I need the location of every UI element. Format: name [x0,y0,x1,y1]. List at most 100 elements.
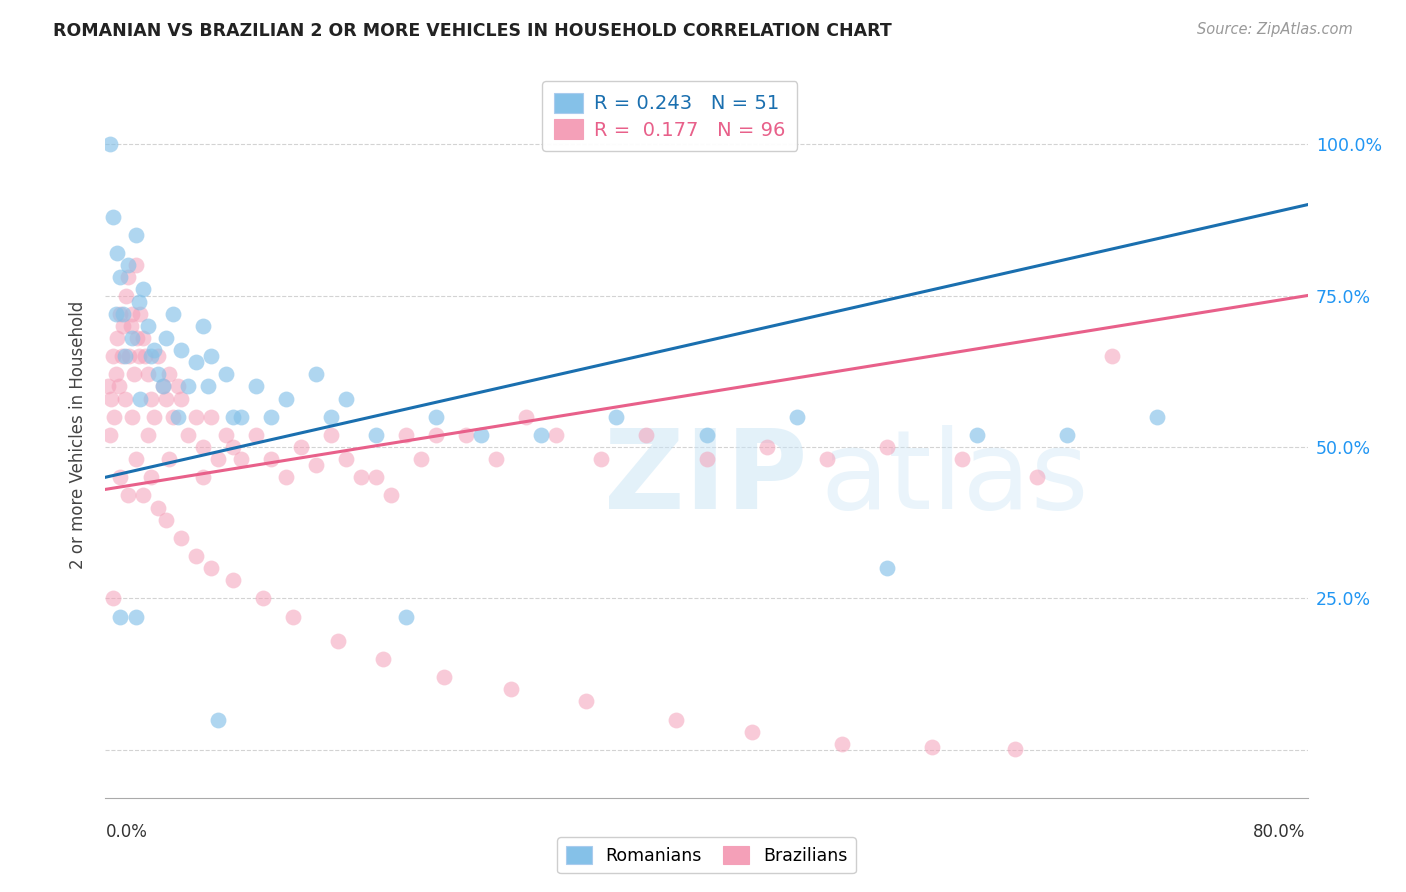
Brazilians [741,724,763,739]
Brazilians [132,488,155,502]
Brazilians [120,318,142,333]
Brazilians [114,392,136,406]
Brazilians [142,409,165,424]
Brazilians [335,452,357,467]
Romanians [110,270,132,285]
Brazilians [395,427,418,442]
Romanians [260,409,283,424]
Brazilians [101,591,124,606]
Romanians [98,136,121,151]
Brazilians [876,440,898,454]
Romanians [124,227,146,242]
Romanians [191,318,214,333]
Brazilians [129,307,152,321]
Romanians [104,307,127,321]
Brazilians [328,633,350,648]
Brazilians [139,392,162,406]
Brazilians [157,368,180,382]
Romanians [605,409,627,424]
Romanians [214,368,236,382]
Brazilians [283,609,305,624]
Legend: Romanians, Brazilians: Romanians, Brazilians [557,838,856,873]
Brazilians [104,368,127,382]
Romanians [110,609,132,624]
Brazilians [169,392,191,406]
Brazilians [117,488,139,502]
Brazilians [214,427,236,442]
Brazilians [124,452,146,467]
Brazilians [425,427,447,442]
Brazilians [184,549,207,563]
Romanians [146,368,169,382]
Brazilians [1004,741,1026,756]
Brazilians [162,409,184,424]
Romanians [335,392,357,406]
Brazilians [125,331,148,345]
Text: ROMANIAN VS BRAZILIAN 2 OR MORE VEHICLES IN HOUSEHOLD CORRELATION CHART: ROMANIAN VS BRAZILIAN 2 OR MORE VEHICLES… [53,22,893,40]
Brazilians [122,368,145,382]
Brazilians [1026,470,1049,484]
Brazilians [950,452,973,467]
Brazilians [636,427,658,442]
Romanians [107,246,129,260]
Romanians [222,409,245,424]
Romanians [169,343,191,357]
Brazilians [350,470,373,484]
Brazilians [191,470,214,484]
Brazilians [107,331,129,345]
Brazilians [815,452,838,467]
Brazilians [146,500,169,515]
Brazilians [245,427,267,442]
Text: Source: ZipAtlas.com: Source: ZipAtlas.com [1197,22,1353,37]
Text: ZIP: ZIP [605,425,807,532]
Brazilians [134,349,156,363]
Romanians [470,427,492,442]
Romanians [136,318,159,333]
Romanians [245,379,267,393]
Romanians [274,392,297,406]
Romanians [200,349,222,363]
Brazilians [97,379,120,393]
Brazilians [184,409,207,424]
Brazilians [139,470,162,484]
Brazilians [319,427,342,442]
Brazilians [260,452,283,467]
Brazilians [118,349,141,363]
Romanians [207,713,229,727]
Brazilians [132,331,155,345]
Romanians [696,427,718,442]
Romanians [229,409,252,424]
Romanians [177,379,200,393]
Romanians [114,349,136,363]
Romanians [197,379,219,393]
Brazilians [696,452,718,467]
Brazilians [115,288,138,302]
Brazilians [274,470,297,484]
Brazilians [155,513,177,527]
Text: atlas: atlas [821,425,1090,532]
Text: 0.0%: 0.0% [105,822,148,840]
Brazilians [177,427,200,442]
Romanians [364,427,387,442]
Brazilians [112,318,135,333]
Romanians [162,307,184,321]
Brazilians [207,452,229,467]
Brazilians [101,349,124,363]
Romanians [1056,427,1078,442]
Text: 80.0%: 80.0% [1253,822,1305,840]
Romanians [184,355,207,369]
Brazilians [1101,349,1123,363]
Brazilians [665,713,688,727]
Brazilians [136,427,159,442]
Romanians [124,609,146,624]
Brazilians [305,458,328,472]
Brazilians [755,440,778,454]
Romanians [395,609,418,624]
Brazilians [146,349,169,363]
Romanians [425,409,447,424]
Brazilians [200,409,222,424]
Romanians [132,282,155,296]
Brazilians [152,379,174,393]
Brazilians [108,379,131,393]
Brazilians [121,409,143,424]
